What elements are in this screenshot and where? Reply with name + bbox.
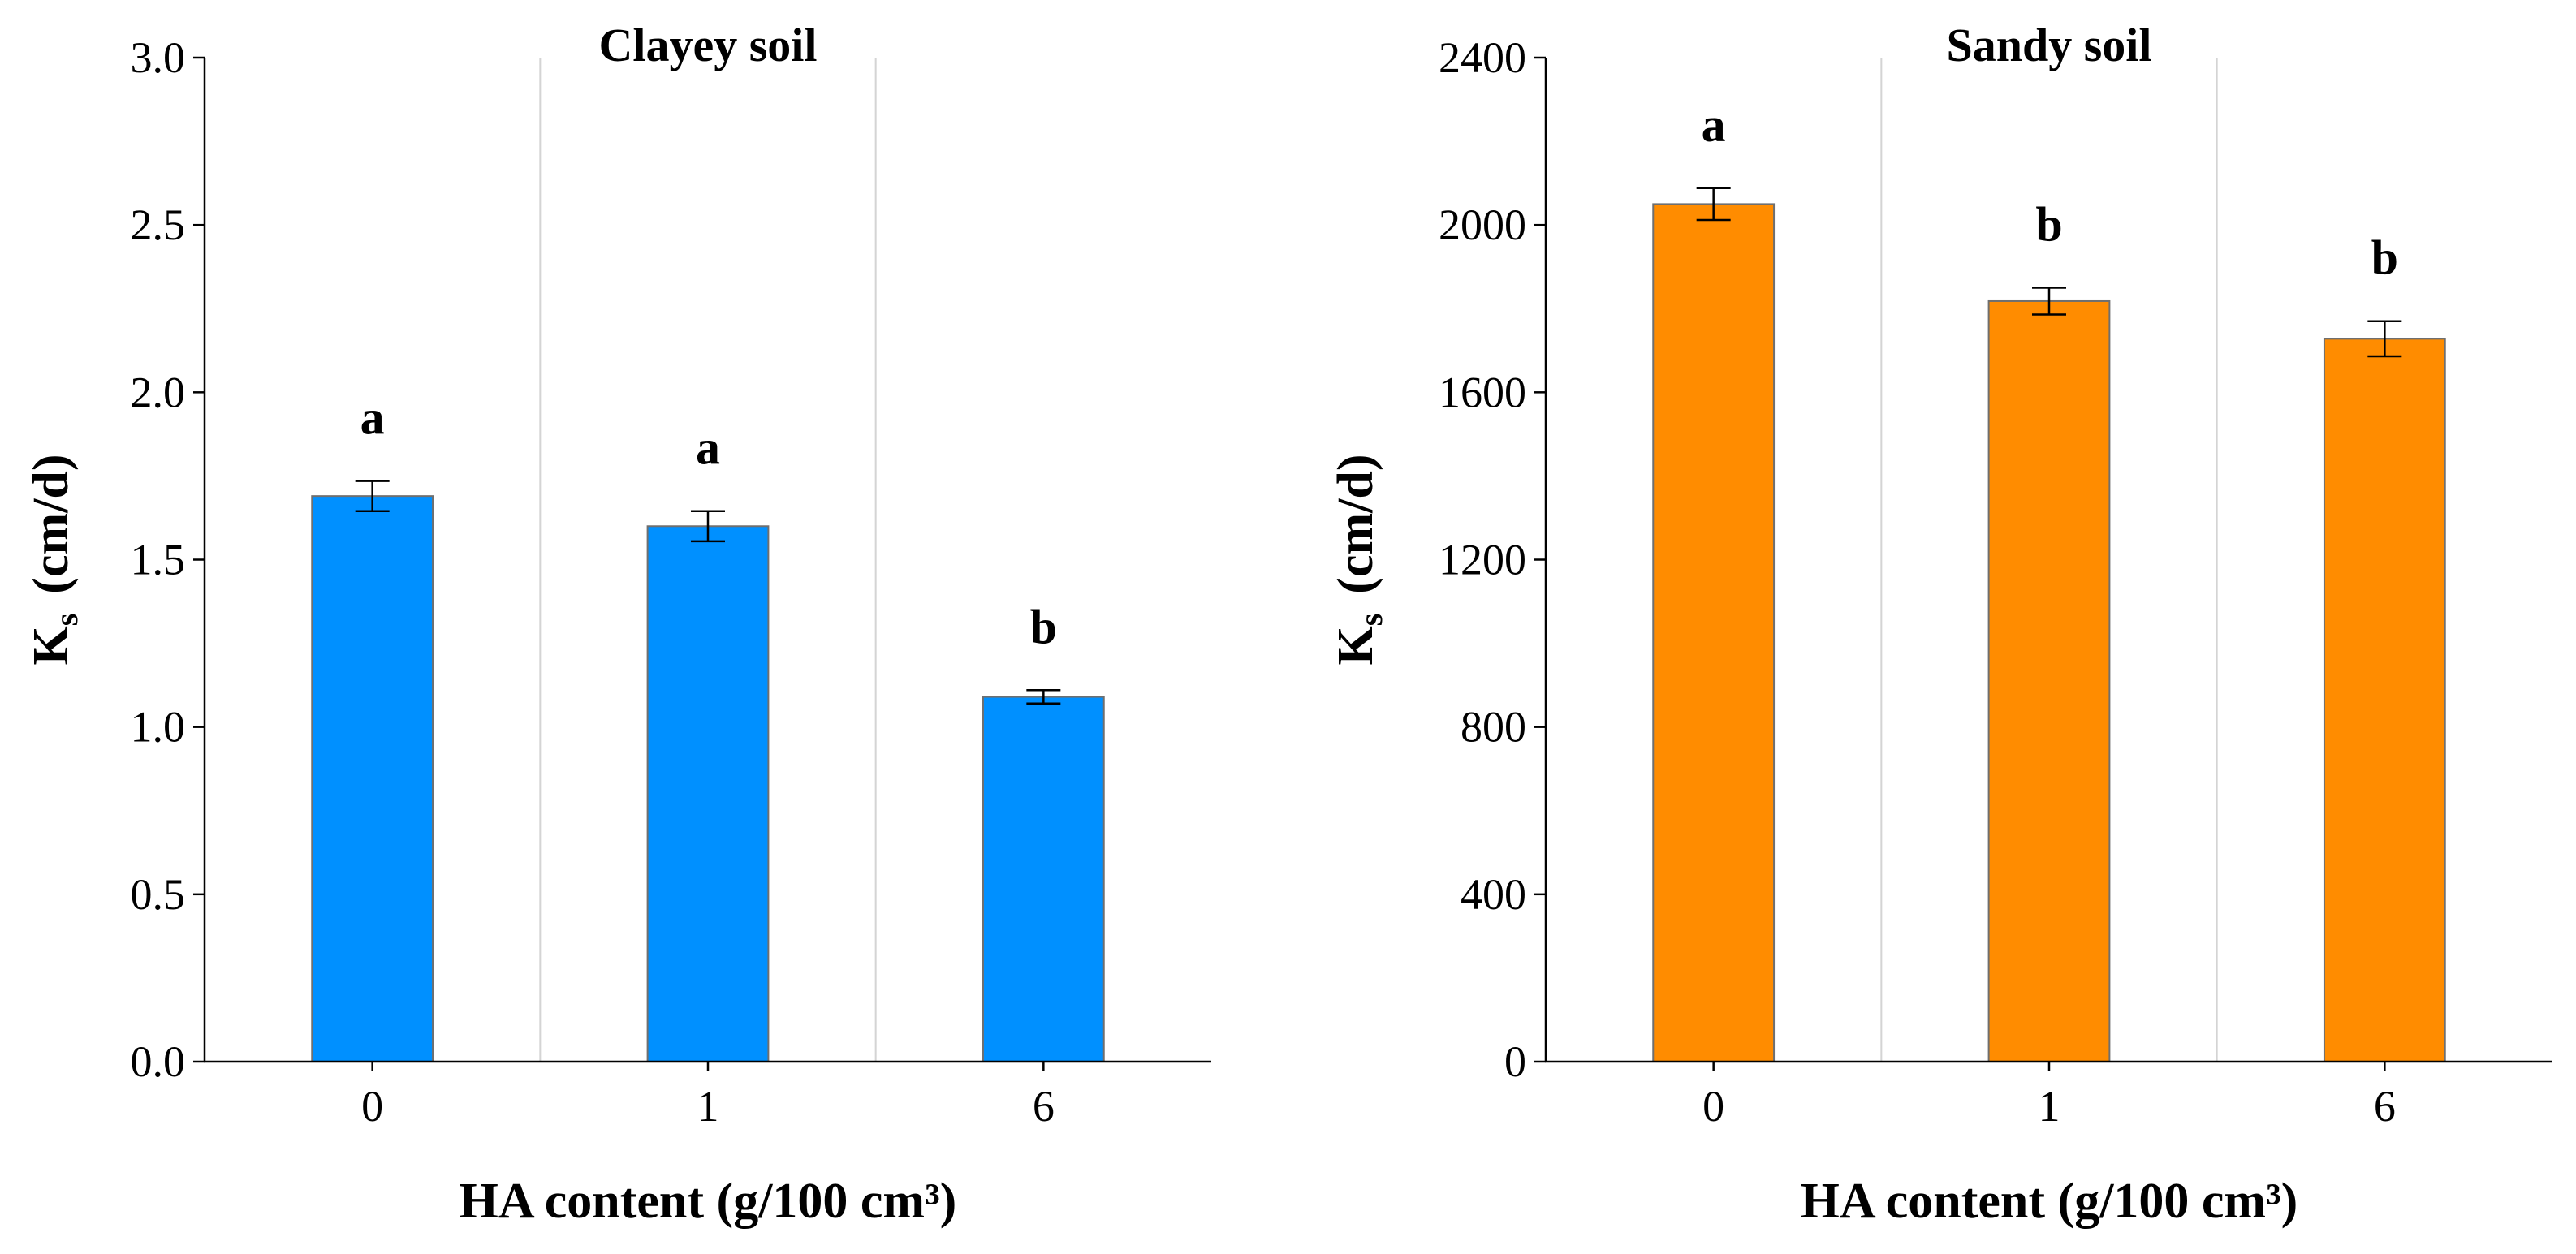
clayey-y-axis-label-sub: s <box>48 614 84 627</box>
clayey-y-tick-label: 1.0 <box>131 703 186 752</box>
clayey-y-tick-label: 2.5 <box>131 200 186 249</box>
clayey-chart-title: Clayey soil <box>598 19 817 71</box>
sandy-x-tick-label: 0 <box>1702 1082 1724 1131</box>
sandy-bar-0 <box>1652 203 1776 1062</box>
sandy-significance-label: a <box>1702 98 1726 152</box>
sandy-y-axis-label-sub: s <box>1353 614 1389 627</box>
clayey-bar-1 <box>646 525 770 1062</box>
sandy-y-tick-label: 1200 <box>1439 536 1526 584</box>
sandy-y-axis-label: Ks (cm/d) <box>1328 455 1389 666</box>
clayey-y-tick-label: 2.0 <box>131 368 186 416</box>
clayey-y-axis-label: Ks (cm/d) <box>24 455 84 666</box>
clayey-y-axis-label-main: K <box>24 626 79 665</box>
clayey-x-axis-label: HA content (g/100 cm³) <box>460 1174 957 1229</box>
clayey-significance-label: a <box>360 391 385 445</box>
sandy-x-axis-label: HA content (g/100 cm³) <box>1801 1174 2298 1229</box>
clayey-y-axis-label-unit: (cm/d) <box>24 455 79 594</box>
clayey-y-tick-label: 3.0 <box>131 33 186 82</box>
sandy-chart-title: Sandy soil <box>1946 19 2151 71</box>
sandy-bar-6 <box>2323 338 2446 1062</box>
sandy-y-tick-label: 0 <box>1504 1037 1526 1086</box>
sandy-y-axis-label-unit: (cm/d) <box>1328 455 1383 594</box>
clayey-x-tick-label: 0 <box>361 1082 383 1131</box>
sandy-significance-label: b <box>2371 231 2398 285</box>
clayey-bar-6 <box>982 696 1105 1062</box>
sandy-y-tick-label: 800 <box>1461 703 1526 752</box>
sandy-y-tick-label: 2400 <box>1439 33 1526 82</box>
sandy-significance-label: b <box>2035 197 2062 251</box>
sandy-x-tick-label: 6 <box>2374 1082 2396 1131</box>
clayey-x-tick-label: 1 <box>697 1082 719 1131</box>
clayey-significance-label: b <box>1030 600 1057 653</box>
clayey-x-tick-label: 6 <box>1033 1082 1055 1131</box>
clayey-y-tick-label: 0.5 <box>131 870 186 919</box>
clayey-bar-0 <box>311 495 434 1062</box>
clayey-significance-label: a <box>696 421 720 475</box>
sandy-x-tick-label: 1 <box>2039 1082 2060 1131</box>
sandy-y-tick-label: 1600 <box>1439 368 1526 416</box>
sandy-y-axis-label-main: K <box>1328 626 1383 665</box>
sandy-y-tick-label: 2000 <box>1439 200 1526 249</box>
sandy-y-tick-label: 400 <box>1461 870 1526 919</box>
sandy-bar-1 <box>1987 299 2111 1063</box>
sandy-soil-chart: a 0 b 1 b 6 0 400 800 1200 1600 2000 2400 Sandy soil H… <box>1328 19 2552 1229</box>
clayey-y-tick-label: 1.5 <box>131 536 186 584</box>
clayey-soil-chart: a 0 a 1 b 6 0.0 0.5 1.0 1.5 2.0 2.5 3.0 Clayey soil HA… <box>24 19 1211 1229</box>
clayey-y-tick-label: 0.0 <box>131 1037 186 1086</box>
